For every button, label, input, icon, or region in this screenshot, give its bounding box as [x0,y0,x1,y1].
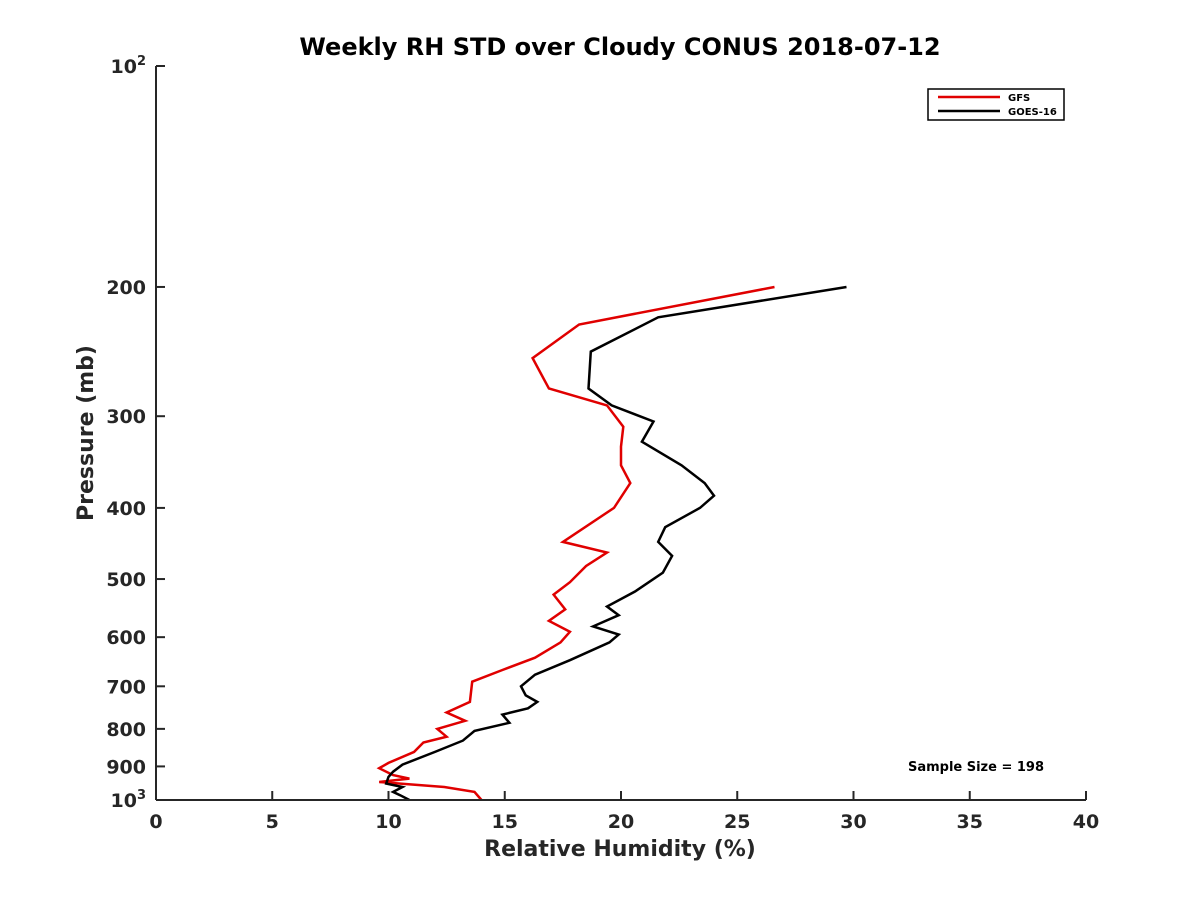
y-tick-label: 103 [111,788,147,812]
chart-title: Weekly RH STD over Cloudy CONUS 2018-07-… [299,33,940,61]
y-tick-label: 600 [106,627,146,649]
x-tick-label: 30 [840,811,866,833]
y-tick-label: 102 [111,54,147,78]
y-tick-label: 400 [106,498,146,520]
sample-size-annotation: Sample Size = 198 [908,760,1044,775]
x-tick-label: 20 [608,811,634,833]
x-tick-label: 15 [492,811,518,833]
y-tick-label: 200 [106,277,146,299]
legend-label-gfs: GFS [1008,93,1030,104]
y-tick-label: 900 [106,756,146,778]
y-tick-base: 10 [111,56,137,78]
legend: GFS GOES-16 [927,88,1065,121]
y-tick-exponent: 2 [137,54,146,69]
x-tick-label: 40 [1073,811,1099,833]
x-tick-label: 0 [149,811,162,833]
y-tick-label: 800 [106,719,146,741]
y-tick-label: 500 [106,569,146,591]
legend-label-goes16: GOES-16 [1008,107,1057,118]
x-tick-label: 10 [375,811,401,833]
y-axis-title: Pressure (mb) [74,345,99,521]
y-tick-base: 10 [111,790,137,812]
x-tick-label: 25 [724,811,750,833]
x-axis-title: Relative Humidity (%) [484,837,756,862]
series-layer [376,285,847,802]
y-tick-exponent: 3 [137,788,146,803]
y-tick-label: 700 [106,676,146,698]
y-tick-label: 300 [106,406,146,428]
legend-box [927,88,1065,121]
x-tick-label: 35 [957,811,983,833]
series-line-gfs [376,285,775,801]
x-ticks: 0 5 10 15 20 25 30 35 40 [149,791,1099,833]
x-tick-label: 5 [266,811,279,833]
series-line-goes16 [384,285,847,802]
